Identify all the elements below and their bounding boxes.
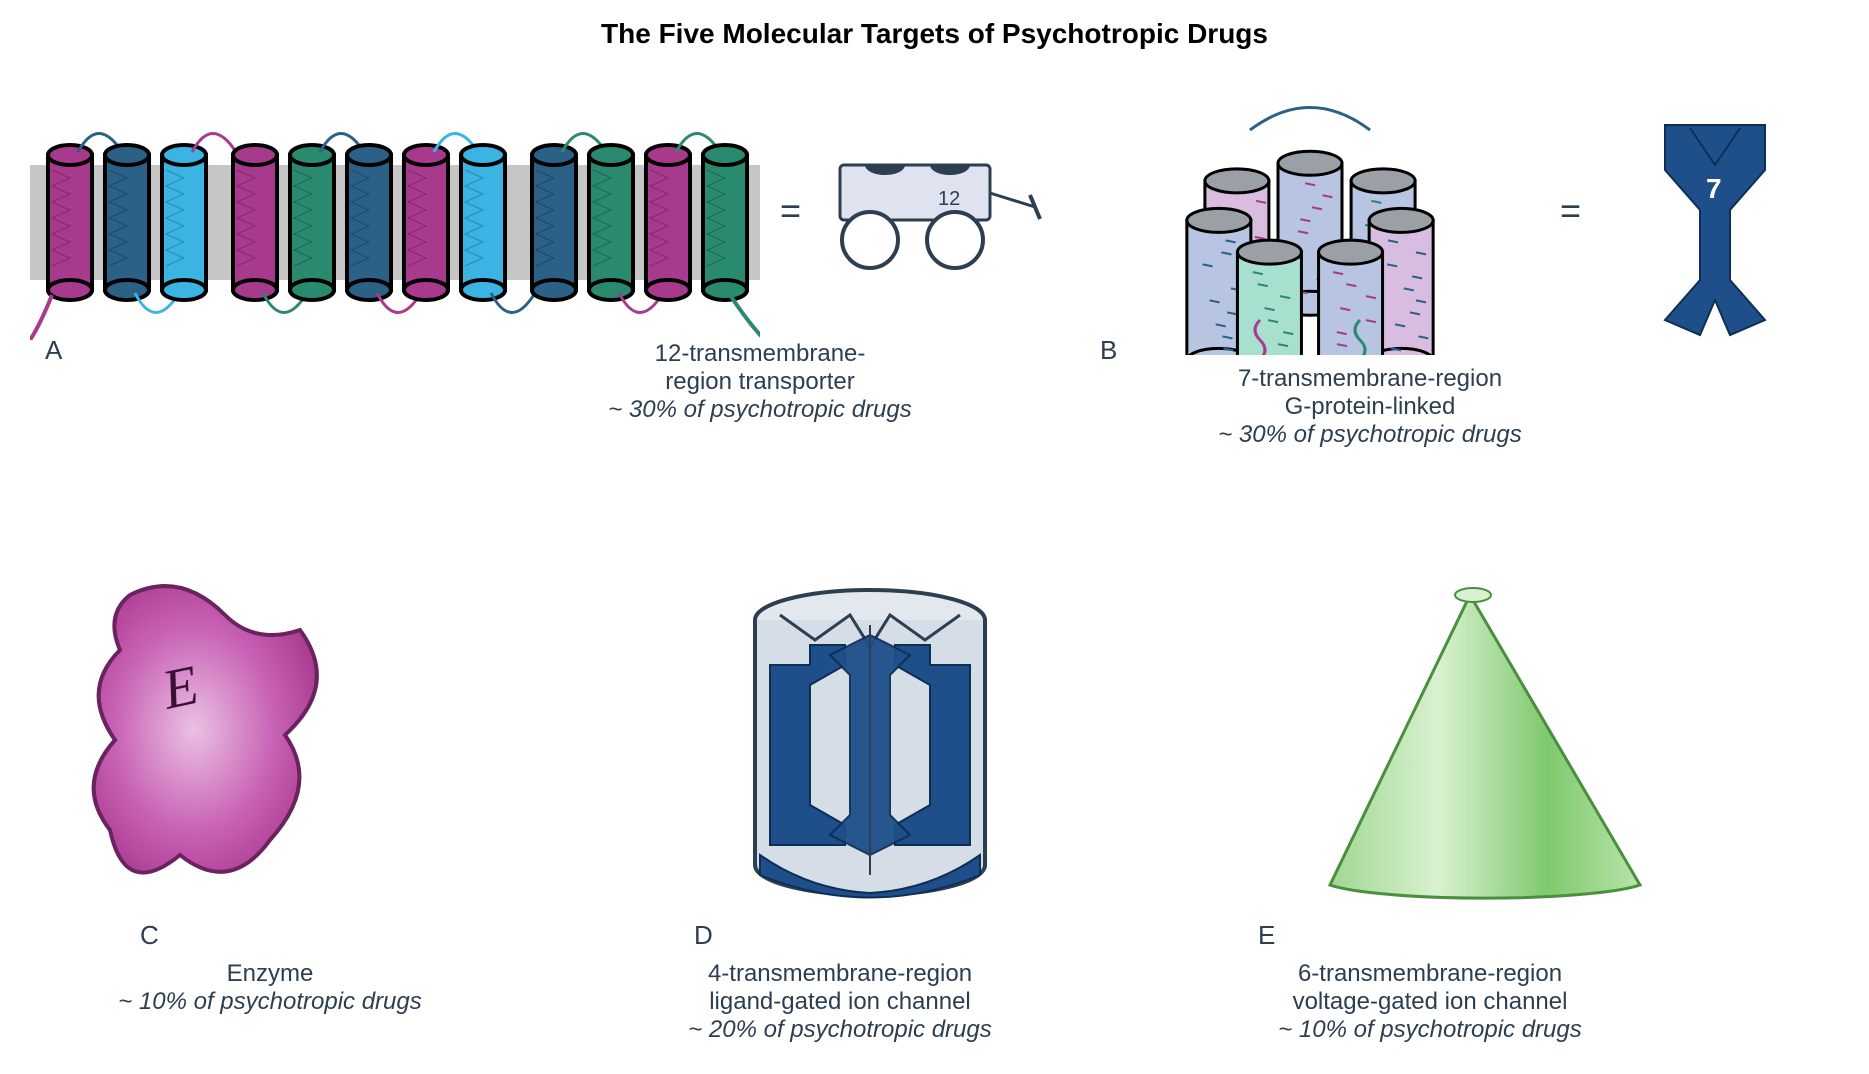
panel-c-letter: C	[140, 920, 159, 951]
panel-e-illustration	[1310, 575, 1660, 905]
panel-b-letter: B	[1100, 335, 1117, 366]
a-caption-2: region transporter	[550, 368, 970, 396]
panel-e-caption: 6-transmembrane-region voltage-gated ion…	[1180, 960, 1680, 1044]
e-caption-2: voltage-gated ion channel	[1180, 988, 1680, 1016]
equals-sign-a: =	[780, 190, 801, 232]
wagon-label: 12	[938, 188, 960, 210]
a-caption-sub: ~ 30% of psychotropic drugs	[550, 396, 970, 424]
panel-a-illustration	[30, 110, 760, 345]
panel-d-letter: D	[694, 920, 713, 951]
panel-b-caption: 7-transmembrane-region G-protein-linked …	[1130, 365, 1610, 449]
wagon-wheel-2	[927, 212, 983, 268]
panel-c-illustration: E	[70, 575, 350, 905]
wagon-wheel-1	[842, 212, 898, 268]
wagon-handle	[990, 193, 1035, 207]
b-caption-sub: ~ 30% of psychotropic drugs	[1130, 421, 1610, 449]
b-caption-2: G-protein-linked	[1130, 393, 1610, 421]
panel-a-caption: 12-transmembrane- region transporter ~ 3…	[550, 340, 970, 424]
diagram-title: The Five Molecular Targets of Psychotrop…	[0, 18, 1869, 50]
panel-b-receptor-icon: 7	[1630, 120, 1800, 340]
enzyme-blob	[94, 586, 317, 873]
panel-b-illustration	[1110, 95, 1510, 360]
cone-body	[1330, 595, 1640, 898]
d-caption-2: ligand-gated ion channel	[590, 988, 1090, 1016]
panel-e-letter: E	[1258, 920, 1275, 951]
equals-sign-b: =	[1560, 190, 1581, 232]
e-caption-1: 6-transmembrane-region	[1180, 960, 1680, 988]
cone-top	[1455, 588, 1491, 602]
a-caption-1: 12-transmembrane-	[550, 340, 970, 368]
panel-a-wagon-icon: 12	[830, 135, 1050, 305]
panel-d-caption: 4-transmembrane-region ligand-gated ion …	[590, 960, 1090, 1044]
c-caption-1: Enzyme	[70, 960, 470, 988]
d-caption-1: 4-transmembrane-region	[590, 960, 1090, 988]
panel-c-caption: Enzyme ~ 10% of psychotropic drugs	[70, 960, 470, 1016]
b-caption-1: 7-transmembrane-region	[1130, 365, 1610, 393]
c-caption-sub: ~ 10% of psychotropic drugs	[70, 988, 470, 1016]
transporter-svg	[30, 110, 760, 340]
e-caption-sub: ~ 10% of psychotropic drugs	[1180, 1016, 1680, 1044]
d-caption-sub: ~ 20% of psychotropic drugs	[590, 1016, 1090, 1044]
panel-a-letter: A	[45, 335, 62, 366]
gpcr-svg	[1110, 95, 1510, 355]
receptor-label: 7	[1706, 173, 1722, 204]
panel-d-illustration	[730, 575, 1010, 905]
